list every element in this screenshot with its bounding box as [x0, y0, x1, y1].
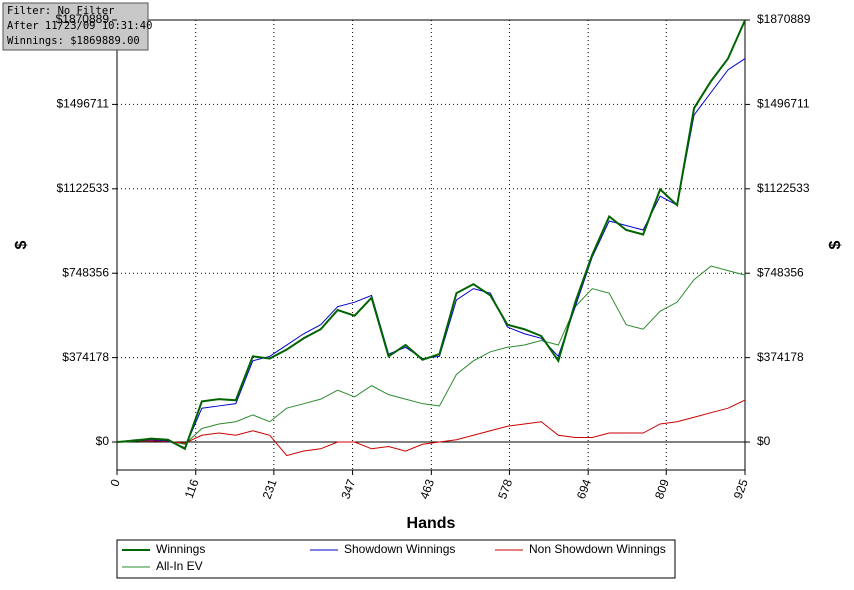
x-axis-label: Hands [407, 515, 456, 532]
y2-tick-label: $374178 [757, 350, 804, 364]
x-tick-label: 694 [574, 477, 594, 501]
y-axis-label: $ [13, 240, 30, 249]
info-line: Winnings: $1869889.00 [7, 35, 140, 47]
legend-label: Non Showdown Winnings [529, 542, 666, 556]
info-box [2, 2, 149, 51]
legend-label: Winnings [156, 542, 205, 556]
x-tick-label: 809 [652, 477, 672, 501]
y2-axis-label: $ [827, 240, 844, 249]
x-tick-label: 0 [107, 477, 123, 488]
x-tick-label: 578 [495, 477, 515, 501]
x-tick-label: 925 [731, 477, 751, 501]
info-line: Filter: No Filter [7, 5, 114, 17]
y-tick-label: $0 [96, 434, 110, 448]
y2-tick-label: $1496711 [757, 97, 810, 111]
y-tick-label: $374178 [62, 350, 109, 364]
info-line: After 11/23/09 10:31:40 [7, 20, 152, 32]
series-line [116, 19, 746, 451]
legend-label: Showdown Winnings [344, 542, 455, 556]
y-tick-label: $748356 [62, 265, 109, 279]
x-tick-label: 347 [338, 477, 358, 501]
y-tick-label: $1122533 [57, 181, 110, 195]
y2-tick-label: $1870889 [757, 12, 811, 26]
legend-label: All-In EV [156, 559, 203, 573]
legend-box [116, 539, 676, 579]
x-tick-label: 231 [260, 477, 280, 501]
y-tick-label: $1496711 [57, 97, 110, 111]
x-tick-label: 463 [417, 477, 437, 501]
x-tick-label: 116 [182, 477, 202, 500]
y2-tick-label: $0 [757, 434, 771, 448]
y-tick-label: $1870889 [56, 12, 110, 26]
series-line [116, 399, 746, 457]
y2-tick-label: $748356 [757, 265, 804, 279]
y2-tick-label: $1122533 [757, 181, 810, 195]
series-line [116, 265, 746, 445]
